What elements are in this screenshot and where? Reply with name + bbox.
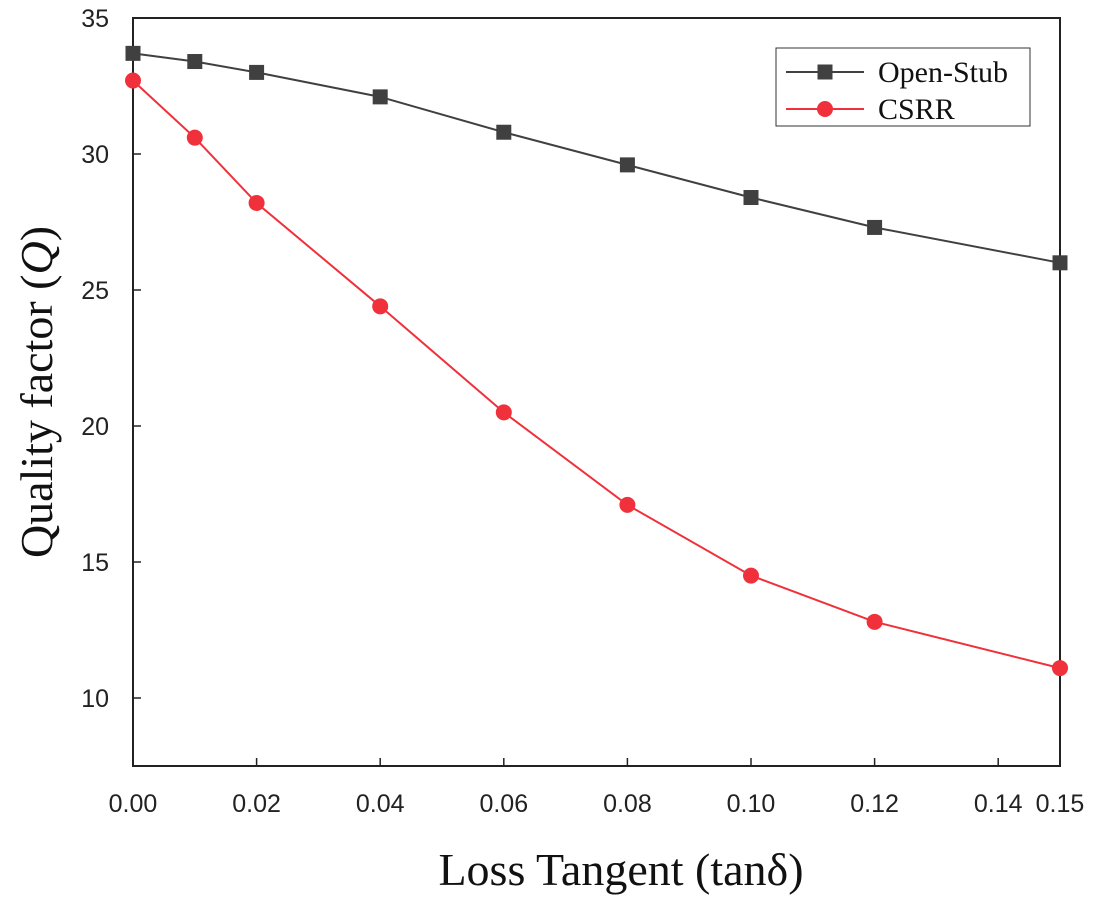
y-axis-title-symbol: Q — [11, 241, 62, 274]
y-axis-title-prefix: Quality factor ( — [11, 275, 62, 559]
data-point — [248, 194, 265, 211]
data-point — [1052, 660, 1068, 677]
data-point — [496, 124, 512, 140]
plot-area: 10 15 20 25 30 35 0.00 0.02 0.04 0.06 0.08 0.10 0.12… — [81, 5, 1084, 818]
data-point — [866, 613, 883, 630]
data-point — [372, 298, 389, 315]
y-tick-label: 10 — [81, 685, 109, 713]
data-point — [619, 496, 636, 513]
x-tick-label: 0.12 — [850, 790, 899, 818]
legend-marker — [817, 64, 833, 80]
data-point — [372, 89, 388, 105]
y-tick-label: 35 — [81, 5, 109, 33]
data-point — [495, 404, 512, 421]
y-tick-label: 25 — [81, 277, 109, 305]
data-point — [187, 54, 203, 70]
data-point — [125, 45, 141, 61]
x-tick-label: 0.15 — [1036, 790, 1085, 818]
x-tick-label: 0.10 — [727, 790, 776, 818]
legend-label: Open-Stub — [878, 56, 1008, 89]
x-tick-label: 0.04 — [356, 790, 405, 818]
data-point — [619, 157, 635, 173]
data-point — [125, 72, 141, 89]
y-tick-label: 30 — [81, 141, 109, 169]
data-point — [743, 567, 759, 584]
data-point — [743, 190, 759, 206]
x-tick-label: 0.06 — [479, 790, 528, 818]
y-tick-label: 20 — [81, 413, 109, 441]
series-line-csrr — [132, 79, 1061, 670]
x-tick-label: 0.02 — [232, 790, 281, 818]
legend-marker — [817, 101, 833, 117]
plot-frame — [132, 17, 1061, 767]
data-point — [1052, 255, 1068, 271]
data-point — [249, 64, 265, 80]
legend-label: CSRR — [878, 93, 955, 126]
x-axis-title: Loss Tangent (tanδ) — [438, 844, 803, 895]
y-axis-title: Quality factor (Q) — [11, 226, 62, 558]
x-tick-label: 0.00 — [109, 790, 158, 818]
y-axis-title-suffix: ) — [11, 226, 62, 241]
x-tick-label: 0.14 — [974, 790, 1023, 818]
x-tick-label: 0.08 — [603, 790, 652, 818]
data-point — [867, 219, 883, 235]
y-tick-label: 15 — [81, 549, 109, 577]
data-point — [186, 129, 203, 146]
